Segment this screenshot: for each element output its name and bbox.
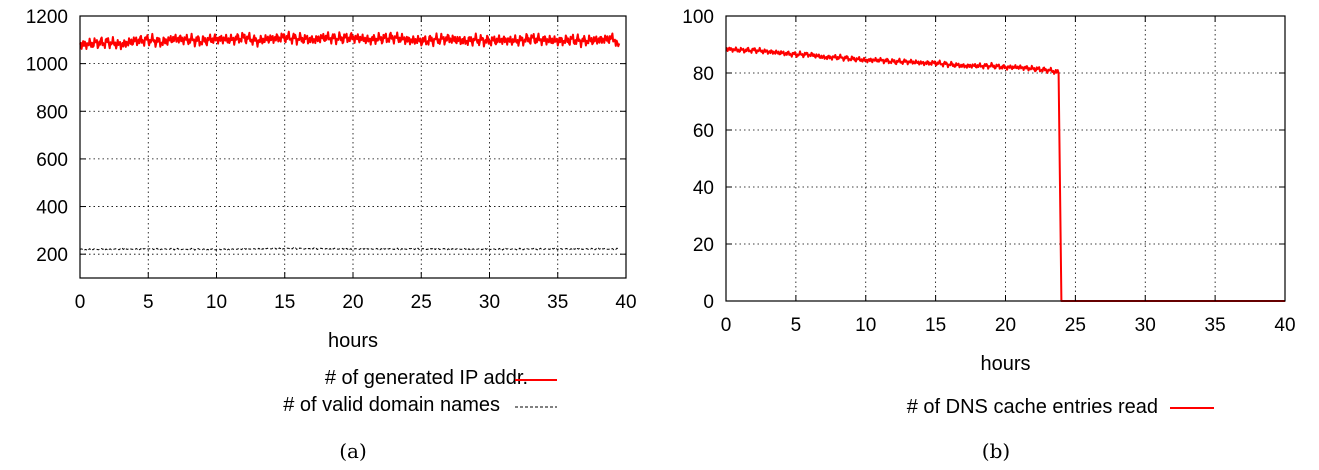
y-tick-label-400: 400 <box>36 198 68 219</box>
x-tick-label-10: 10 <box>206 292 227 313</box>
legend-label-dns-cache: # of DNS cache entries read <box>907 396 1158 418</box>
x-tick-label-30: 30 <box>1135 315 1156 336</box>
y-tick-label-40: 40 <box>693 178 714 199</box>
grid-b <box>726 16 1285 301</box>
legend-label-valid-domain: # of valid domain names <box>283 394 500 416</box>
y-tick-label-1000: 1000 <box>26 55 68 76</box>
y-tick-label-0: 0 <box>703 292 714 313</box>
x-tick-label-30: 30 <box>479 292 500 313</box>
y-tick-label-100: 100 <box>682 7 714 28</box>
x-tick-label-25: 25 <box>411 292 432 313</box>
legend-a: # of generated IP addr. # of valid domai… <box>283 367 557 416</box>
series-layer-b <box>725 46 1285 302</box>
series-layer-a <box>79 30 621 251</box>
x-tick-label-0: 0 <box>721 315 732 336</box>
series-line-0-1 <box>79 247 620 251</box>
chart-b: 0 5 10 15 20 25 30 35 40 0 20 40 60 80 100 hours # of … <box>682 7 1295 463</box>
plot-frame-b <box>725 15 1286 302</box>
y-tick-label-80: 80 <box>693 64 714 85</box>
x-tick-label-10: 10 <box>855 315 876 336</box>
y-tick-label-20: 20 <box>693 235 714 256</box>
tick-labels-a: 0 5 10 15 20 25 30 35 40 200 400 600 800 1000 1200 <box>26 7 637 313</box>
caption-b: (b) <box>982 439 1010 463</box>
caption-a: (a) <box>339 439 367 463</box>
x-tick-label-35: 35 <box>1205 315 1226 336</box>
grid-a <box>80 16 626 278</box>
x-tick-label-20: 20 <box>342 292 363 313</box>
x-tick-label-15: 15 <box>274 292 295 313</box>
x-tick-label-40: 40 <box>615 292 636 313</box>
x-tick-label-15: 15 <box>925 315 946 336</box>
x-axis-label-a: hours <box>328 330 378 352</box>
y-tick-label-600: 600 <box>36 150 68 171</box>
y-tick-label-1200: 1200 <box>26 7 68 28</box>
legend-b: # of DNS cache entries read <box>907 396 1214 418</box>
series-line-1-0 <box>725 46 1285 302</box>
x-tick-label-40: 40 <box>1274 315 1295 336</box>
x-tick-label-5: 5 <box>791 315 802 336</box>
legend-label-generated-ip: # of generated IP addr. <box>325 367 528 389</box>
x-tick-label-25: 25 <box>1065 315 1086 336</box>
y-tick-label-200: 200 <box>36 245 68 266</box>
chart-a: 0 5 10 15 20 25 30 35 40 200 400 600 800 1000 1200 hou… <box>26 7 637 463</box>
tick-labels-b: 0 5 10 15 20 25 30 35 40 0 20 40 60 80 100 <box>682 7 1295 336</box>
x-tick-label-20: 20 <box>995 315 1016 336</box>
y-tick-label-60: 60 <box>693 121 714 142</box>
x-tick-label-35: 35 <box>547 292 568 313</box>
x-tick-label-0: 0 <box>75 292 86 313</box>
series-line-0-0 <box>79 30 621 51</box>
x-axis-label-b: hours <box>980 353 1030 375</box>
x-tick-label-5: 5 <box>143 292 154 313</box>
y-tick-label-800: 800 <box>36 102 68 123</box>
